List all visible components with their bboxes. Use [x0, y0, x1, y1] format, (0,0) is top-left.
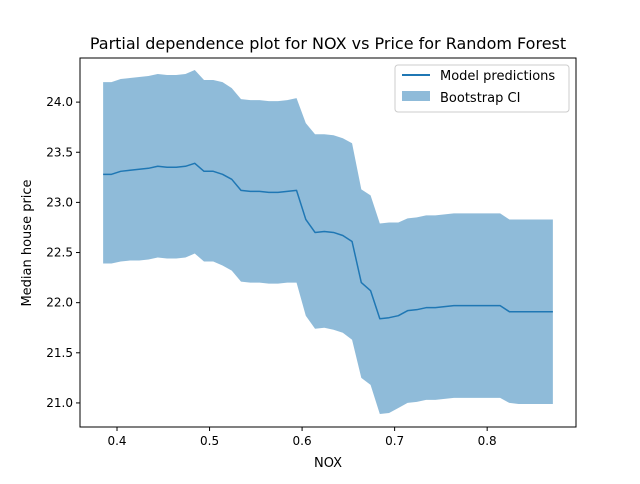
x-tick-label: 0.7: [385, 434, 404, 448]
legend-band-swatch: [402, 91, 430, 101]
y-tick-label: 23.0: [46, 195, 73, 209]
y-tick-label: 21.0: [46, 396, 73, 410]
chart-title: Partial dependence plot for NOX vs Price…: [90, 34, 566, 53]
x-tick-label: 0.4: [107, 434, 126, 448]
legend: Model predictions Bootstrap CI: [394, 64, 570, 113]
y-tick-label: 22.5: [46, 246, 73, 260]
legend-label-bootstrap-ci: Bootstrap CI: [440, 91, 520, 106]
y-axis-label: Median house price: [20, 179, 35, 306]
model-predictions-line: [103, 162, 553, 320]
axis-layer: 0.4 0.5 0.6 0.7 0.8 21.0 21.5 22.0 22.5 23.0 23.5 2…: [46, 95, 496, 448]
bootstrap-ci-band: [103, 70, 553, 414]
x-axis-label: NOX: [314, 456, 342, 471]
legend-box: [394, 64, 570, 113]
y-tick-label: 23.5: [46, 145, 73, 159]
x-tick-label: 0.8: [478, 434, 497, 448]
y-tick-label: 21.5: [46, 346, 73, 360]
plot-frame: [79, 57, 577, 428]
y-tick-label: 22.0: [46, 296, 73, 310]
series-layer: [103, 70, 553, 414]
legend-label-model-predictions: Model predictions: [440, 69, 555, 84]
y-tick-label: 24.0: [46, 95, 73, 109]
x-tick-label: 0.6: [293, 434, 312, 448]
x-tick-label: 0.5: [200, 434, 219, 448]
